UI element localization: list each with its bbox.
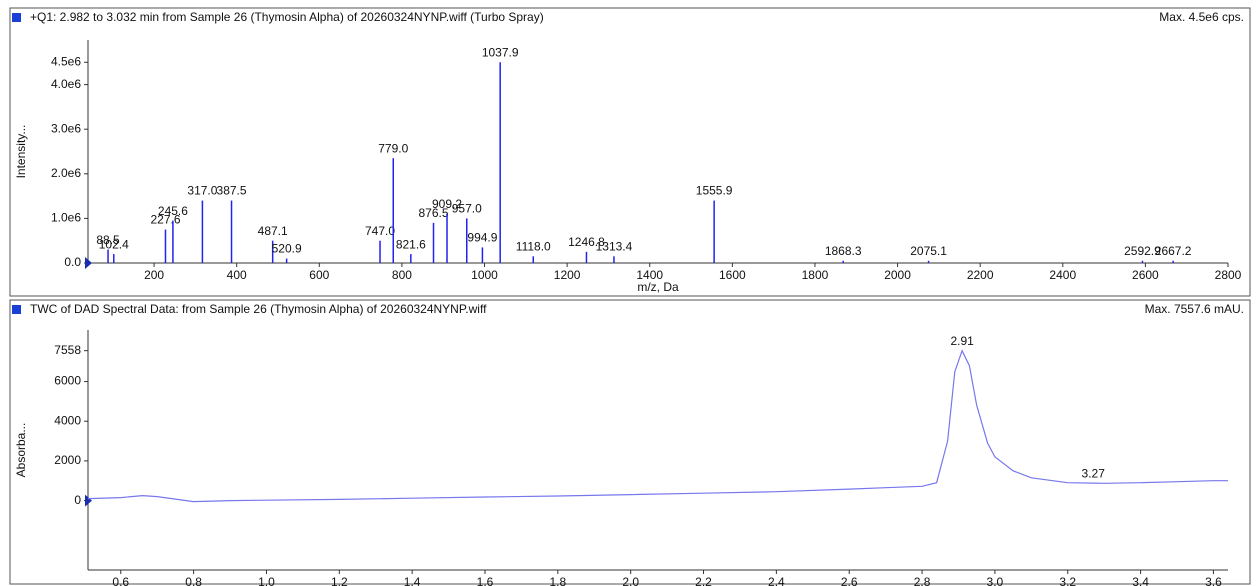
- x-tick-label: 2800: [1215, 268, 1242, 282]
- peak-label: 909.2: [432, 197, 462, 211]
- peak-annotation: 2.91: [950, 334, 974, 348]
- x-tick-label: 600: [309, 268, 329, 282]
- zero-marker: [85, 494, 92, 507]
- peak-label: 317.0: [187, 184, 217, 198]
- y-tick-label: 7558: [54, 343, 81, 357]
- peak-label: 2592.9: [1124, 244, 1161, 258]
- peak-label: 245.6: [158, 204, 188, 218]
- x-tick-label: 2.2: [695, 575, 712, 586]
- max-label: Max. 4.5e6 cps.: [1159, 10, 1244, 24]
- peak-label: 487.1: [258, 224, 288, 238]
- y-axis-label: Intensity...: [14, 125, 28, 179]
- x-tick-label: 2400: [1049, 268, 1076, 282]
- x-tick-label: 1400: [636, 268, 663, 282]
- peak-label: 747.0: [365, 224, 395, 238]
- x-tick-label: 1000: [471, 268, 498, 282]
- x-tick-label: 1600: [719, 268, 746, 282]
- x-tick-label: 1.6: [477, 575, 494, 586]
- x-tick-label: 1200: [554, 268, 581, 282]
- peak-label: 876.5: [418, 206, 448, 220]
- x-tick-label: 400: [227, 268, 247, 282]
- x-tick-label: 1.2: [331, 575, 348, 586]
- panel-title: +Q1: 2.982 to 3.032 min from Sample 26 (…: [30, 10, 544, 24]
- x-tick-label: 800: [392, 268, 412, 282]
- x-tick-label: 3.0: [987, 575, 1004, 586]
- x-tick-label: 2600: [1132, 268, 1159, 282]
- x-tick-label: 3.6: [1205, 575, 1222, 586]
- peak-label: 779.0: [378, 141, 408, 155]
- x-tick-label: 2000: [884, 268, 911, 282]
- x-tick-label: 1.4: [404, 575, 421, 586]
- peak-label: 1313.4: [596, 239, 633, 253]
- x-tick-label: 1800: [802, 268, 829, 282]
- top-panel: [9, 7, 1251, 297]
- y-tick-label: 4.5e6: [51, 54, 81, 68]
- peak-label: 957.0: [452, 202, 482, 216]
- peak-label: 821.6: [396, 237, 426, 251]
- y-tick-label: 0: [74, 493, 81, 507]
- y-tick-label: 4.0e6: [51, 77, 81, 91]
- x-tick-label: 2.6: [841, 575, 858, 586]
- bottom-panel: [9, 299, 1251, 585]
- x-tick-label: 2.8: [914, 575, 931, 586]
- y-tick-label: 3.0e6: [51, 121, 81, 135]
- x-tick-label: 3.4: [1132, 575, 1149, 586]
- x-tick-label: 2200: [967, 268, 994, 282]
- peak-label: 2075.1: [910, 244, 947, 258]
- y-tick-label: 2.0e6: [51, 166, 81, 180]
- peak-label: 1037.9: [482, 45, 519, 59]
- y-tick-label: 0.0: [64, 255, 81, 269]
- zero-marker: [85, 257, 92, 269]
- x-tick-label: 3.2: [1059, 575, 1076, 586]
- x-axis-label: m/z, Da: [637, 280, 679, 294]
- trace: [87, 349, 1228, 503]
- x-tick-label: 200: [144, 268, 164, 282]
- y-tick-label: 6000: [54, 374, 81, 388]
- y-axis-label: Absorba...: [14, 423, 28, 478]
- peak-label: 520.9: [272, 242, 302, 256]
- peak-label: 102.4: [99, 237, 129, 251]
- x-tick-label: 0.6: [112, 575, 129, 586]
- x-tick-label: 1.8: [549, 575, 566, 586]
- max-label: Max. 7557.6 mAU.: [1145, 302, 1244, 316]
- x-tick-label: 0.8: [185, 575, 202, 586]
- y-tick-label: 4000: [54, 413, 81, 427]
- x-tick-label: 2.0: [622, 575, 639, 586]
- y-tick-label: 2000: [54, 453, 81, 467]
- header-marker: [12, 13, 21, 22]
- panel-title: TWC of DAD Spectral Data: from Sample 26…: [30, 302, 487, 316]
- peak-label: 1246.8: [568, 235, 605, 249]
- peak-label: 88.5: [96, 233, 120, 247]
- peak-label: 994.9: [467, 231, 497, 245]
- y-tick-label: 1.0e6: [51, 211, 81, 225]
- header-marker: [12, 305, 21, 314]
- peak-label: 387.5: [217, 184, 247, 198]
- peak-label: 1868.3: [825, 244, 862, 258]
- peak-label: 1118.0: [516, 239, 551, 253]
- peak-annotation: 3.27: [1082, 466, 1106, 480]
- x-tick-label: 1.0: [258, 575, 275, 586]
- peak-label: 1555.9: [696, 184, 733, 198]
- x-tick-label: 2.4: [768, 575, 785, 586]
- peak-label: 2667.2: [1155, 244, 1192, 258]
